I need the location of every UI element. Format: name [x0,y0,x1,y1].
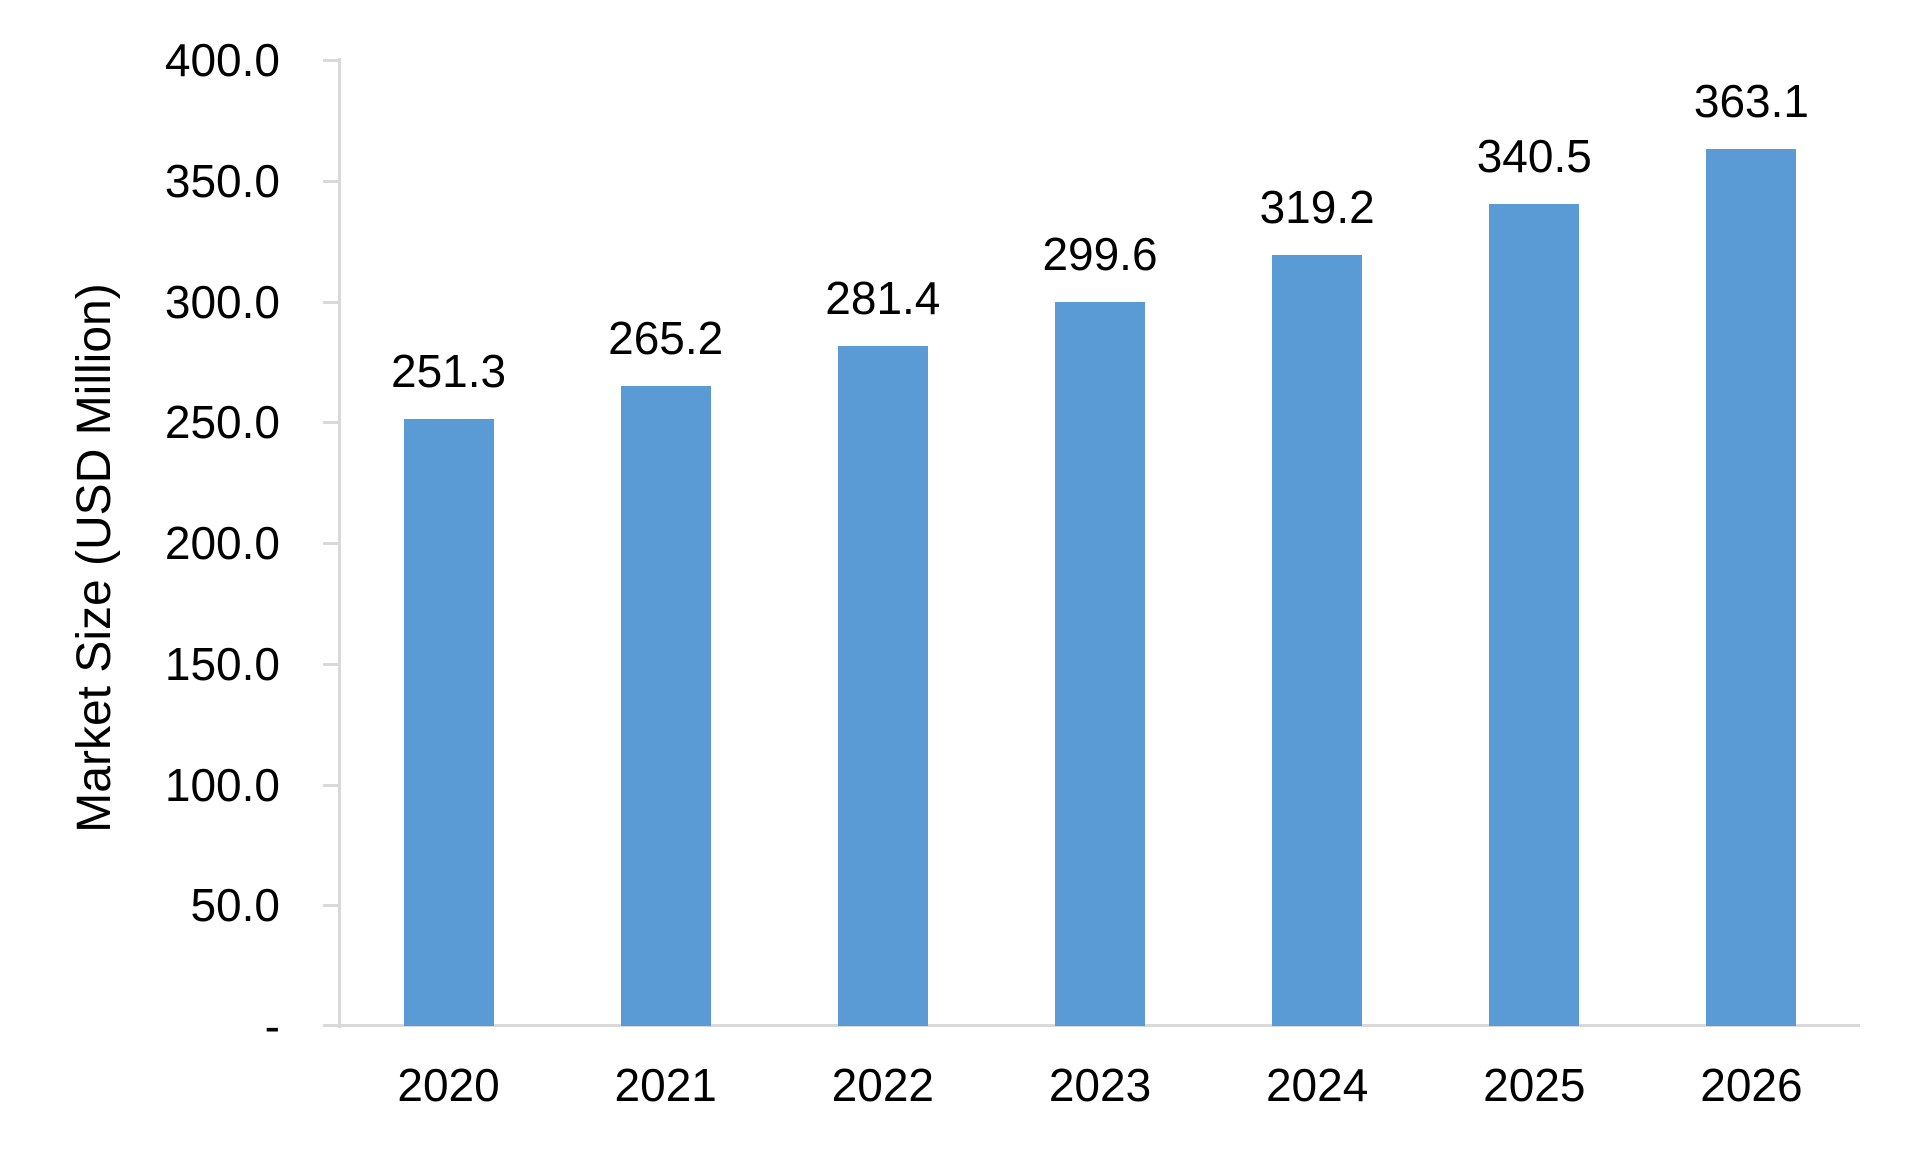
data-label-2020: 251.3 [391,345,507,398]
y-tick-mark [323,179,340,183]
x-axis-label-2026: 2026 [1700,1059,1803,1111]
x-axis-label-2023: 2023 [1048,1059,1152,1111]
y-tick-mark [323,542,340,545]
x-axis-label-2020: 2020 [397,1059,500,1111]
y-tick-label: 50.0 [190,879,280,932]
y-tick-mark [323,662,340,666]
data-label-2022: 281.4 [825,272,941,325]
y-tick-label: 250.0 [164,396,280,449]
bar-2022 [837,346,928,1026]
y-tick-mark [323,783,340,787]
y-tick-label: 400.0 [164,34,280,86]
y-tick-mark [323,59,340,62]
x-axis-label-2022: 2022 [831,1059,935,1111]
bar-2026 [1706,149,1797,1026]
bar-2025 [1489,203,1580,1026]
x-axis-label-2021: 2021 [614,1059,717,1111]
data-label-2026: 363.1 [1693,75,1809,128]
bar-2020 [403,419,494,1026]
x-axis-label-2025: 2025 [1483,1059,1586,1111]
y-tick-label: 100.0 [164,758,280,811]
data-label-2024: 319.2 [1259,181,1375,234]
y-tick-mark [323,904,340,908]
y-tick-mark [323,300,340,304]
x-axis-label-2024: 2024 [1265,1059,1369,1111]
bar-2021 [620,385,711,1026]
y-tick-label: 300.0 [164,275,280,328]
bar-2023 [1055,302,1145,1026]
bar-2024 [1272,255,1363,1026]
data-label-2025: 340.5 [1476,129,1592,182]
y-tick-label: 200.0 [164,517,280,569]
y-tick-label: - [264,1000,280,1052]
data-label-2023: 299.6 [1042,228,1158,281]
y-tick-label: 350.0 [164,154,280,207]
y-tick-mark [323,421,340,425]
data-label-2021: 265.2 [608,311,724,364]
y-tick-label: 150.0 [164,637,280,690]
